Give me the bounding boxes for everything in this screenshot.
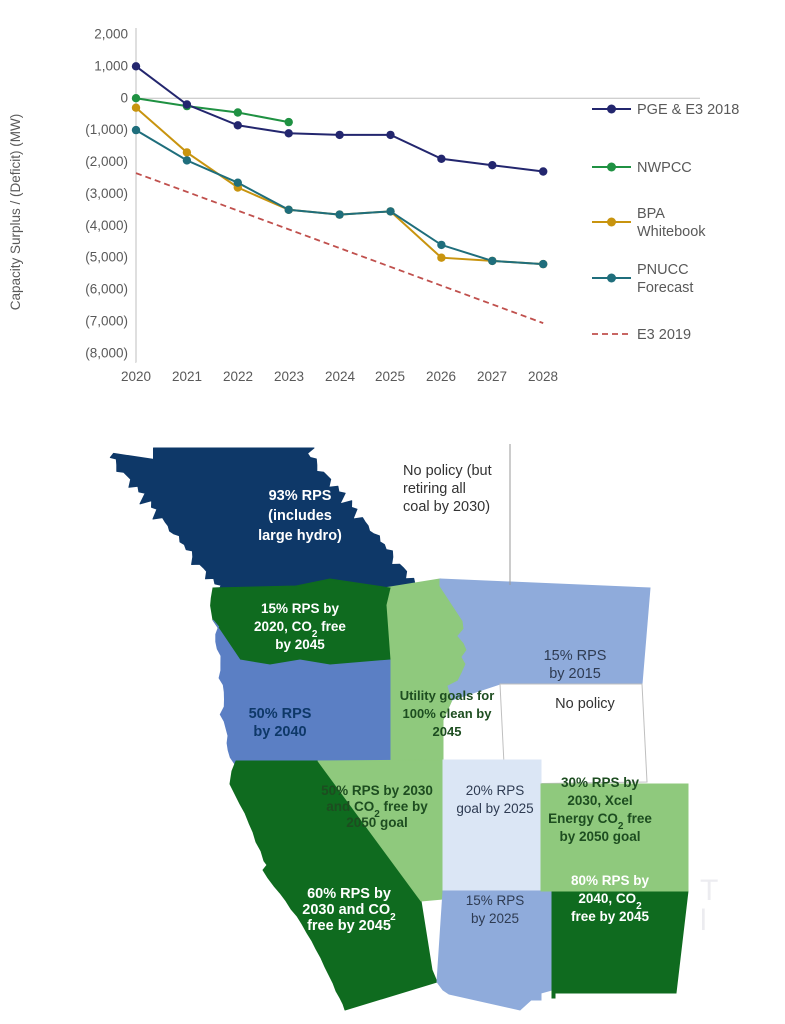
- svg-text:100% clean by: 100% clean by: [403, 706, 493, 721]
- svg-text:No policy (but: No policy (but: [403, 463, 492, 479]
- svg-text:50% RPS by 2030: 50% RPS by 2030: [321, 783, 433, 798]
- svg-text:free by 2045: free by 2045: [571, 909, 650, 924]
- svg-text:by 2050 goal: by 2050 goal: [559, 829, 640, 844]
- svg-text:2050 goal: 2050 goal: [346, 815, 408, 830]
- svg-text:(includes: (includes: [268, 508, 332, 524]
- svg-text:by 2040: by 2040: [253, 724, 306, 740]
- svg-text:60% RPS by: 60% RPS by: [307, 886, 391, 902]
- svg-text:15% RPS: 15% RPS: [544, 648, 607, 664]
- svg-text:20% RPS: 20% RPS: [466, 783, 525, 798]
- svg-text:goal by 2025: goal by 2025: [456, 801, 533, 816]
- svg-text:2045: 2045: [433, 724, 462, 739]
- svg-text:No policy: No policy: [555, 696, 615, 712]
- svg-text:80% RPS by: 80% RPS by: [571, 873, 650, 888]
- svg-text:coal by 2030): coal by 2030): [403, 499, 490, 515]
- svg-text:Utility goals for: Utility goals for: [400, 688, 495, 703]
- svg-text:93% RPS: 93% RPS: [269, 488, 332, 504]
- svg-text:T: T: [700, 874, 718, 907]
- svg-text:15% RPS by: 15% RPS by: [261, 601, 340, 616]
- svg-text:2030, Xcel: 2030, Xcel: [567, 793, 632, 808]
- svg-text:by 2045: by 2045: [275, 637, 325, 652]
- svg-text:by 2025: by 2025: [471, 911, 519, 926]
- svg-text:30% RPS by: 30% RPS by: [561, 775, 640, 790]
- svg-text:free by 2045: free by 2045: [307, 918, 391, 934]
- svg-text:l: l: [700, 904, 707, 937]
- svg-text:large hydro): large hydro): [258, 528, 342, 544]
- svg-text:retiring all: retiring all: [403, 481, 466, 497]
- svg-text:by 2015: by 2015: [549, 666, 601, 682]
- svg-text:50% RPS: 50% RPS: [249, 706, 312, 722]
- svg-text:15% RPS: 15% RPS: [466, 893, 525, 908]
